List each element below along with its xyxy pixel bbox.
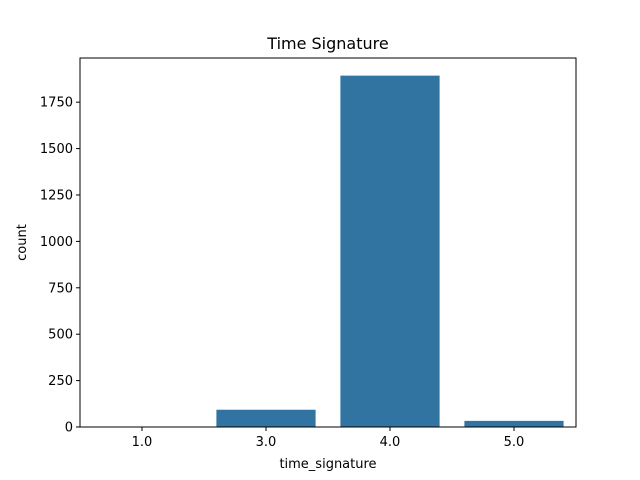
y-tick-label: 1500	[40, 142, 73, 157]
x-tick-label: 1.0	[132, 435, 153, 450]
y-tick-label: 1750	[40, 96, 73, 111]
y-tick-label: 500	[48, 328, 73, 343]
x-tick-label: 4.0	[380, 435, 401, 450]
y-tick-label: 250	[48, 374, 73, 389]
plot-frame	[79, 57, 577, 428]
bars	[92, 75, 564, 427]
y-axis-label: count	[15, 224, 30, 261]
bar-5.0	[464, 420, 564, 427]
y-axis-ticks: 0 250 500 750 1000 1250 1500 1750	[40, 96, 80, 436]
y-tick-label: 750	[48, 281, 73, 296]
x-axis-ticks: 1.0 3.0 4.0 5.0	[132, 427, 525, 450]
bar-3.0	[216, 409, 316, 427]
y-tick-label: 1000	[40, 235, 73, 250]
y-tick-label: 1250	[40, 188, 73, 203]
x-tick-label: 5.0	[504, 435, 525, 450]
chart-title: Time Signature	[266, 34, 388, 53]
y-tick-label: 0	[65, 421, 73, 436]
x-tick-label: 3.0	[256, 435, 277, 450]
bar-4.0	[340, 75, 440, 427]
x-axis-label: time_signature	[279, 457, 376, 472]
